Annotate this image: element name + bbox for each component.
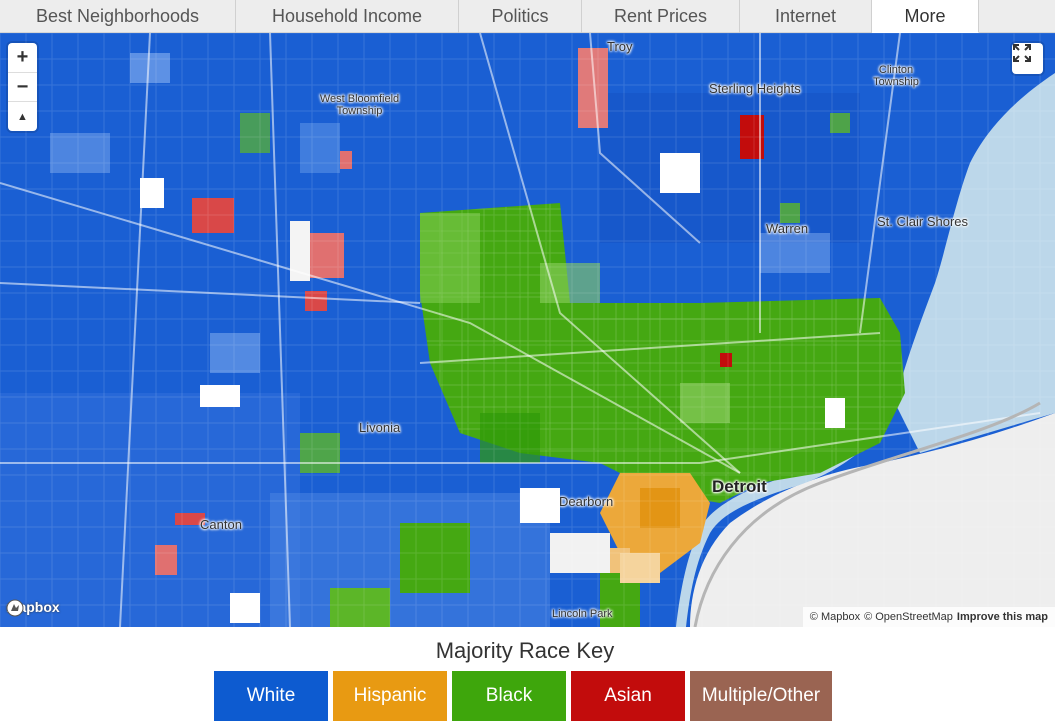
- improve-map-link[interactable]: Improve this map: [956, 611, 1048, 623]
- map-label-west-bloomfield-township: West Bloomfield Township: [319, 93, 400, 117]
- fullscreen-button[interactable]: [1012, 43, 1043, 74]
- tab-politics[interactable]: Politics: [459, 0, 582, 33]
- tab-rent-prices[interactable]: Rent Prices: [582, 0, 740, 33]
- map-label-lincoln-park: Lincoln Park: [552, 608, 613, 620]
- tab-internet[interactable]: Internet: [740, 0, 872, 33]
- zoom-in-button[interactable]: +: [8, 43, 37, 73]
- expand-icon: [1013, 44, 1031, 62]
- key-item-hispanic: Hispanic: [333, 671, 447, 721]
- mapbox-logo[interactable]: mapbox: [6, 599, 60, 617]
- map-label-dearborn: Dearborn: [559, 494, 614, 509]
- tab-best-neighborhoods[interactable]: Best Neighborhoods: [0, 0, 236, 33]
- map-label-sterling-heights: Sterling Heights: [709, 81, 801, 96]
- map-label-clinton-township: Clinton Township: [873, 64, 919, 88]
- mapbox-attribution-link[interactable]: © Mapbox: [809, 611, 861, 623]
- map-label-detroit: Detroit: [712, 477, 767, 496]
- map-label-canton: Canton: [200, 517, 242, 532]
- osm-attribution-link[interactable]: © OpenStreetMap: [864, 611, 953, 623]
- map-canvas[interactable]: [0, 33, 1055, 627]
- map-attribution: © Mapbox © OpenStreetMap Improve this ma…: [802, 607, 1055, 627]
- race-key: White Hispanic Black Asian Multiple/Othe…: [214, 671, 832, 721]
- key-item-multiple-other: Multiple/Other: [690, 671, 832, 721]
- map-label-troy: Troy: [607, 39, 633, 54]
- zoom-control: + − ▲: [8, 43, 37, 131]
- key-title: Majority Race Key: [435, 638, 615, 663]
- map-label-warren: Warren: [766, 221, 809, 236]
- key-item-white: White: [214, 671, 328, 721]
- zoom-out-button[interactable]: −: [8, 73, 37, 103]
- key-item-asian: Asian: [571, 671, 685, 721]
- compass-button[interactable]: ▲: [17, 110, 28, 123]
- tab-more[interactable]: More: [872, 0, 979, 33]
- race-map[interactable]: Troy Sterling Heights Clinton Township W…: [0, 33, 1055, 627]
- map-label-st-clair-shores: St. Clair Shores: [877, 214, 969, 229]
- key-item-black: Black: [452, 671, 566, 721]
- tab-bar: Best Neighborhoods Household Income Poli…: [0, 0, 1055, 33]
- mapbox-logo-icon: [6, 599, 24, 617]
- map-label-livonia: Livonia: [359, 420, 401, 435]
- tab-household-income[interactable]: Household Income: [236, 0, 459, 33]
